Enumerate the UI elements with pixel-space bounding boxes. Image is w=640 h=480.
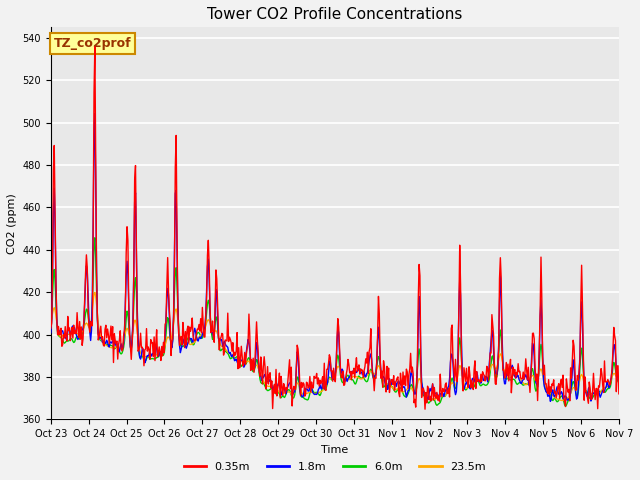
X-axis label: Time: Time — [321, 445, 349, 455]
Text: TZ_co2prof: TZ_co2prof — [54, 37, 131, 50]
Legend: 0.35m, 1.8m, 6.0m, 23.5m: 0.35m, 1.8m, 6.0m, 23.5m — [179, 458, 491, 477]
Y-axis label: CO2 (ppm): CO2 (ppm) — [7, 193, 17, 254]
Title: Tower CO2 Profile Concentrations: Tower CO2 Profile Concentrations — [207, 7, 463, 22]
